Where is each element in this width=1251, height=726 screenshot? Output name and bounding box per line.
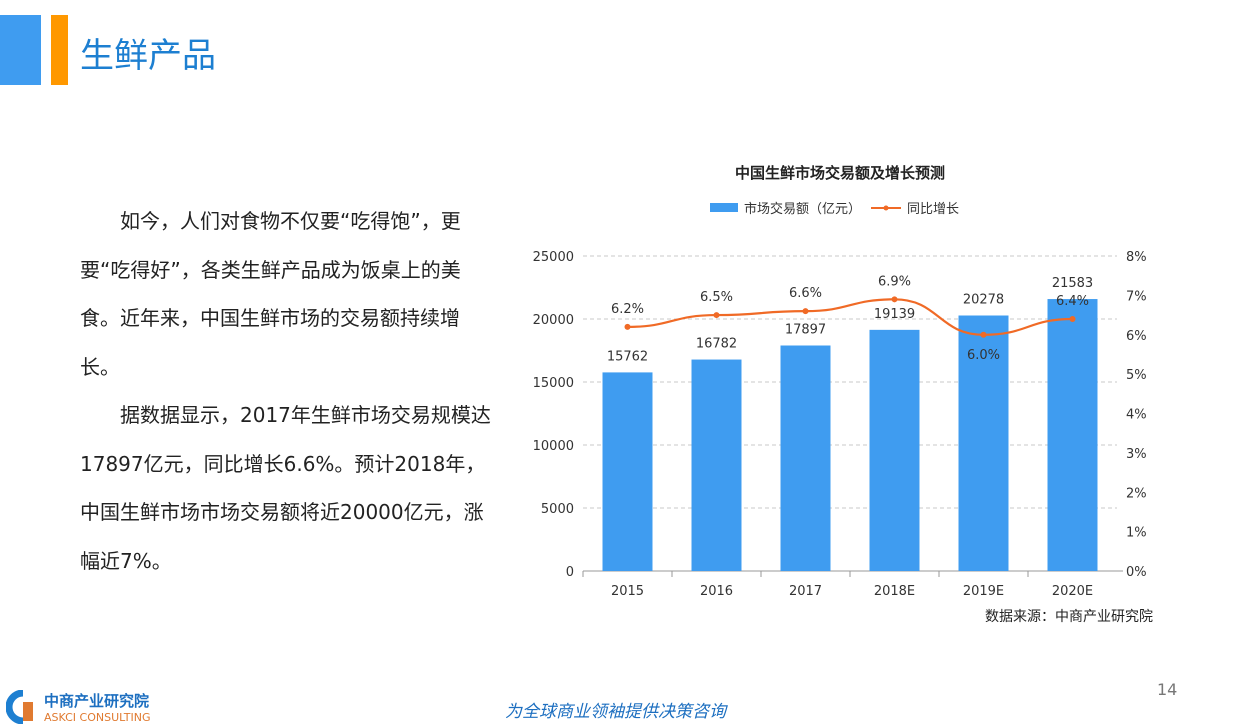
bar-value-label: 21583 bbox=[1052, 276, 1093, 291]
title-accent-orange bbox=[51, 15, 68, 85]
logo-en: ASKCI CONSULTING bbox=[44, 711, 151, 724]
logo-icon bbox=[6, 690, 33, 724]
bar-value-label: 20278 bbox=[963, 292, 1004, 307]
growth-value-label: 6.9% bbox=[878, 274, 911, 289]
growth-point bbox=[624, 323, 631, 330]
bar bbox=[958, 315, 1009, 571]
chart-legend: 市场交易额（亿元） 同比增长 bbox=[710, 198, 959, 217]
growth-value-label: 6.4% bbox=[1056, 294, 1089, 309]
y2-tick-label: 1% bbox=[1126, 526, 1147, 541]
growth-line bbox=[627, 298, 1073, 336]
bar-value-label: 19139 bbox=[874, 307, 915, 322]
bar-value-label: 16782 bbox=[696, 337, 737, 352]
y2-tick-label: 5% bbox=[1126, 368, 1147, 383]
legend-line-swatch bbox=[871, 205, 902, 210]
y-tick-label: 20000 bbox=[533, 313, 574, 328]
y2-tick-label: 7% bbox=[1126, 289, 1147, 304]
growth-point bbox=[713, 312, 720, 319]
title-accent-blue bbox=[0, 15, 41, 85]
company-logo: 中商产业研究院 ASKCI CONSULTING bbox=[6, 690, 150, 724]
paragraph: 如今，人们对食物不仅要“吃得饱”，更要“吃得好”，各类生鲜产品成为饭桌上的美食。… bbox=[80, 209, 461, 379]
y2-tick-label: 0% bbox=[1126, 565, 1147, 580]
bar bbox=[780, 345, 831, 571]
bar bbox=[1047, 299, 1098, 571]
x-tick-label: 2017 bbox=[789, 584, 822, 599]
x-tick-label: 2020E bbox=[1052, 584, 1093, 599]
bar bbox=[691, 359, 742, 571]
chart-title: 中国生鲜市场交易额及增长预测 bbox=[734, 164, 945, 182]
page-number: 14 bbox=[1157, 680, 1178, 699]
y2-tick-label: 4% bbox=[1126, 408, 1147, 423]
y2-tick-label: 6% bbox=[1126, 329, 1147, 344]
growth-value-label: 6.2% bbox=[611, 302, 644, 317]
x-tick-label: 2019E bbox=[963, 584, 1004, 599]
slogan: 为全球商业领袖提供决策咨询 bbox=[505, 702, 726, 722]
growth-point bbox=[802, 308, 809, 315]
legend-bar-swatch bbox=[710, 203, 738, 212]
x-tick-label: 2015 bbox=[611, 584, 644, 599]
bar bbox=[602, 372, 653, 571]
y-tick-label: 5000 bbox=[541, 502, 574, 517]
y2-tick-label: 2% bbox=[1126, 486, 1147, 501]
growth-value-label: 6.5% bbox=[700, 290, 733, 305]
y2-tick-label: 3% bbox=[1126, 447, 1147, 462]
logo-cn: 中商产业研究院 bbox=[44, 692, 150, 710]
body-text: 如今，人们对食物不仅要“吃得饱”，更要“吃得好”，各类生鲜产品成为饭桌上的美食。… bbox=[80, 197, 495, 585]
y-tick-label: 25000 bbox=[533, 250, 574, 265]
y-tick-label: 15000 bbox=[533, 376, 574, 391]
growth-value-label: 6.6% bbox=[789, 286, 822, 301]
bar bbox=[869, 329, 920, 571]
y-tick-label: 0 bbox=[566, 565, 574, 580]
x-tick-label: 2018E bbox=[874, 584, 915, 599]
growth-point bbox=[1069, 316, 1076, 322]
legend-line-label: 同比增长 bbox=[907, 202, 960, 217]
page-title: 生鲜产品 bbox=[80, 36, 216, 76]
x-tick-label: 2016 bbox=[700, 584, 733, 599]
bar-value-label: 15762 bbox=[607, 349, 648, 364]
growth-point bbox=[891, 296, 898, 303]
data-source: 数据来源：中商产业研究院 bbox=[985, 609, 1153, 625]
paragraph: 据数据显示，2017年生鲜市场交易规模达17897亿元，同比增长6.6%。预计2… bbox=[80, 403, 491, 573]
y2-tick-label: 8% bbox=[1126, 250, 1147, 265]
y-tick-label: 10000 bbox=[533, 439, 574, 454]
bar-value-label: 17897 bbox=[785, 322, 826, 337]
growth-point bbox=[980, 331, 987, 338]
legend-bar-label: 市场交易额（亿元） bbox=[744, 202, 862, 217]
growth-value-label: 6.0% bbox=[967, 348, 1000, 363]
